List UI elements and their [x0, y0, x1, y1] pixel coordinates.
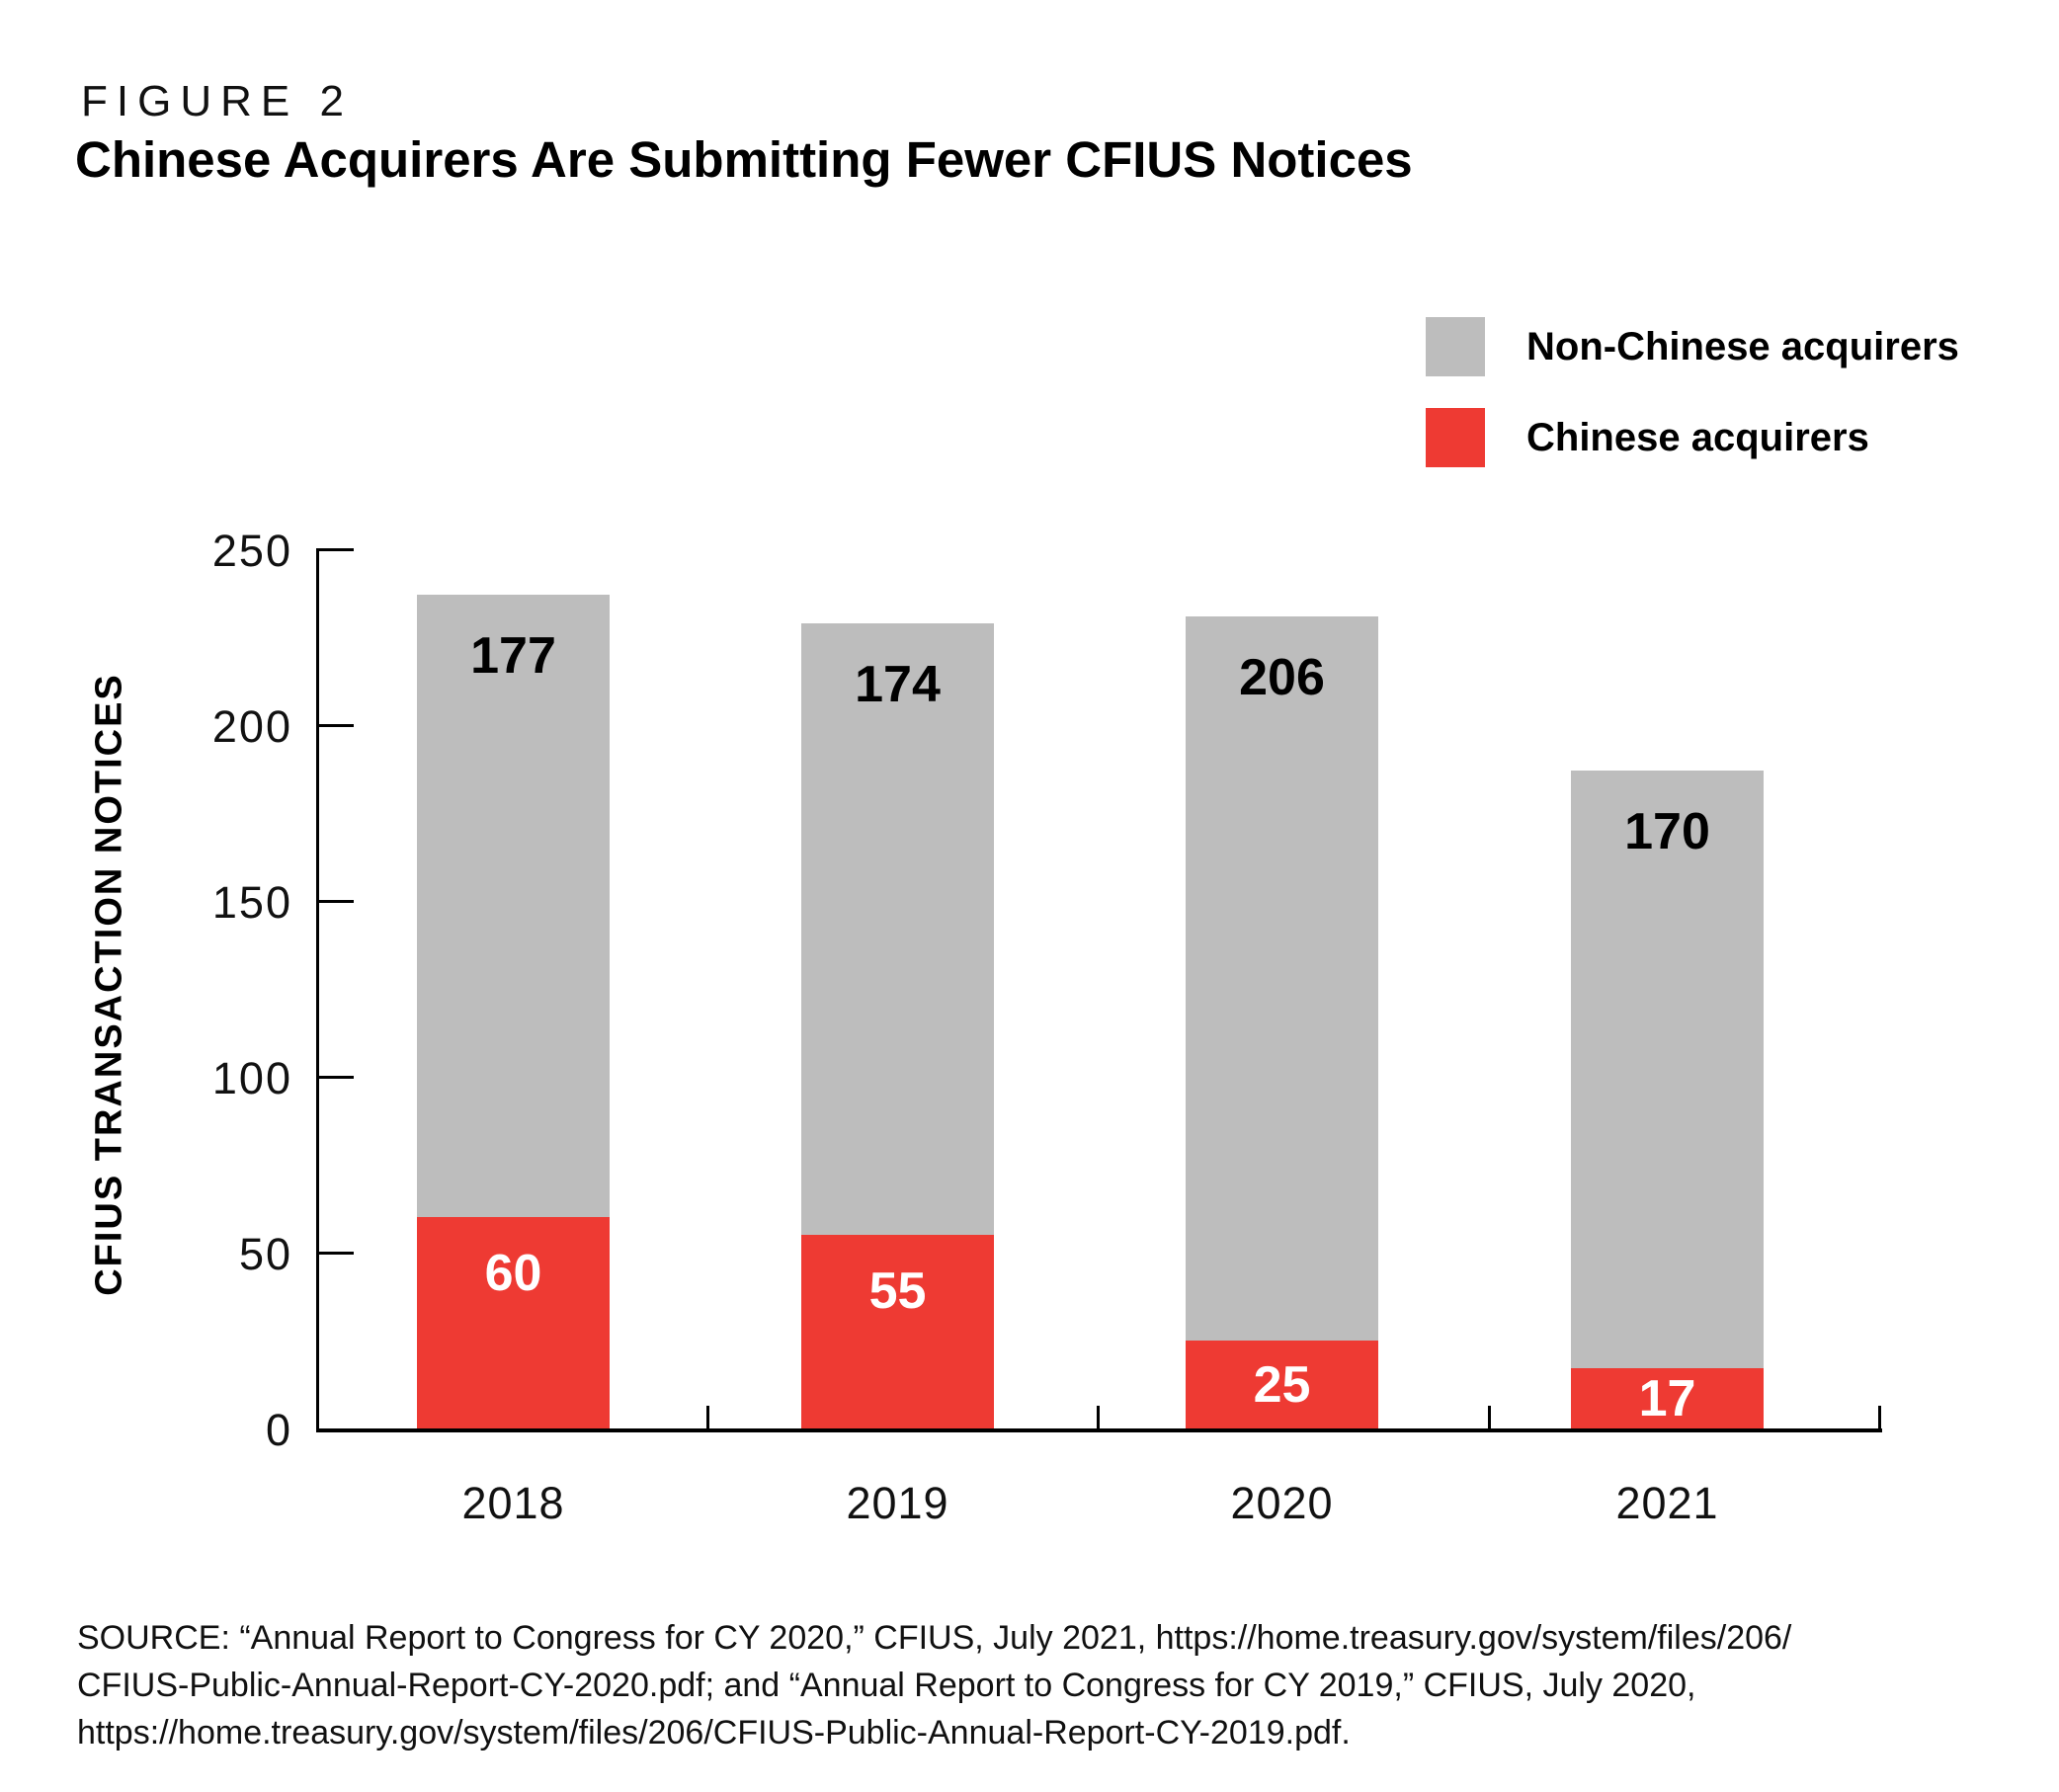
legend-item-non-chinese: Non-Chinese acquirers [1426, 317, 1959, 376]
x-category-label: 2020 [1230, 1478, 1334, 1528]
x-axis-line [316, 1428, 1882, 1432]
bar-value-label: 174 [855, 655, 941, 713]
y-axis-line [316, 549, 319, 1432]
x-category-label: 2018 [461, 1478, 565, 1528]
figure-label: FIGURE 2 [81, 77, 353, 125]
bar-value-label: 17 [1638, 1369, 1696, 1427]
y-tick-label: 200 [211, 701, 292, 752]
legend-swatch-gray [1426, 317, 1485, 376]
bar-value-label: 25 [1253, 1355, 1311, 1414]
y-tick [316, 900, 354, 903]
y-tick-label: 150 [211, 877, 292, 928]
x-category-label: 2019 [846, 1478, 949, 1528]
bar-value-label: 60 [484, 1245, 542, 1303]
x-category-label: 2021 [1615, 1478, 1719, 1528]
bar-value-label: 206 [1239, 648, 1325, 706]
y-tick [316, 548, 354, 551]
legend-swatch-red [1426, 408, 1485, 467]
legend-item-chinese: Chinese acquirers [1426, 408, 1959, 467]
bar-segment-non-chinese [1571, 771, 1764, 1369]
y-tick-label: 0 [265, 1405, 292, 1455]
x-tick [1878, 1406, 1881, 1428]
y-tick-label: 100 [211, 1053, 292, 1103]
bar-segment-chinese [417, 1217, 610, 1428]
bar-value-label: 170 [1624, 803, 1710, 861]
bar-segment-non-chinese [801, 622, 994, 1236]
x-tick [1487, 1406, 1491, 1428]
y-tick-label: 50 [238, 1229, 292, 1279]
source-citation: SOURCE: “Annual Report to Congress for C… [77, 1619, 1792, 1751]
bar-segment-chinese [1571, 1368, 1764, 1428]
legend-label: Non-Chinese acquirers [1526, 324, 1959, 368]
bar-segment-chinese [801, 1235, 994, 1428]
y-tick [316, 1076, 354, 1079]
x-tick [1097, 1406, 1100, 1428]
chart-legend: Non-Chinese acquirers Chinese acquirers [1426, 317, 1959, 467]
bar-value-label: 177 [470, 627, 556, 686]
bar-segment-non-chinese [1186, 615, 1378, 1341]
y-tick [316, 1252, 354, 1255]
x-tick [705, 1406, 709, 1428]
chart-title: Chinese Acquirers Are Submitting Fewer C… [75, 131, 1413, 188]
legend-label: Chinese acquirers [1526, 415, 1869, 459]
bar-value-label: 55 [868, 1263, 927, 1321]
y-tick-label: 250 [211, 526, 292, 576]
bar-segment-non-chinese [417, 595, 610, 1218]
y-tick [316, 724, 354, 727]
bar-segment-chinese [1186, 1341, 1378, 1428]
